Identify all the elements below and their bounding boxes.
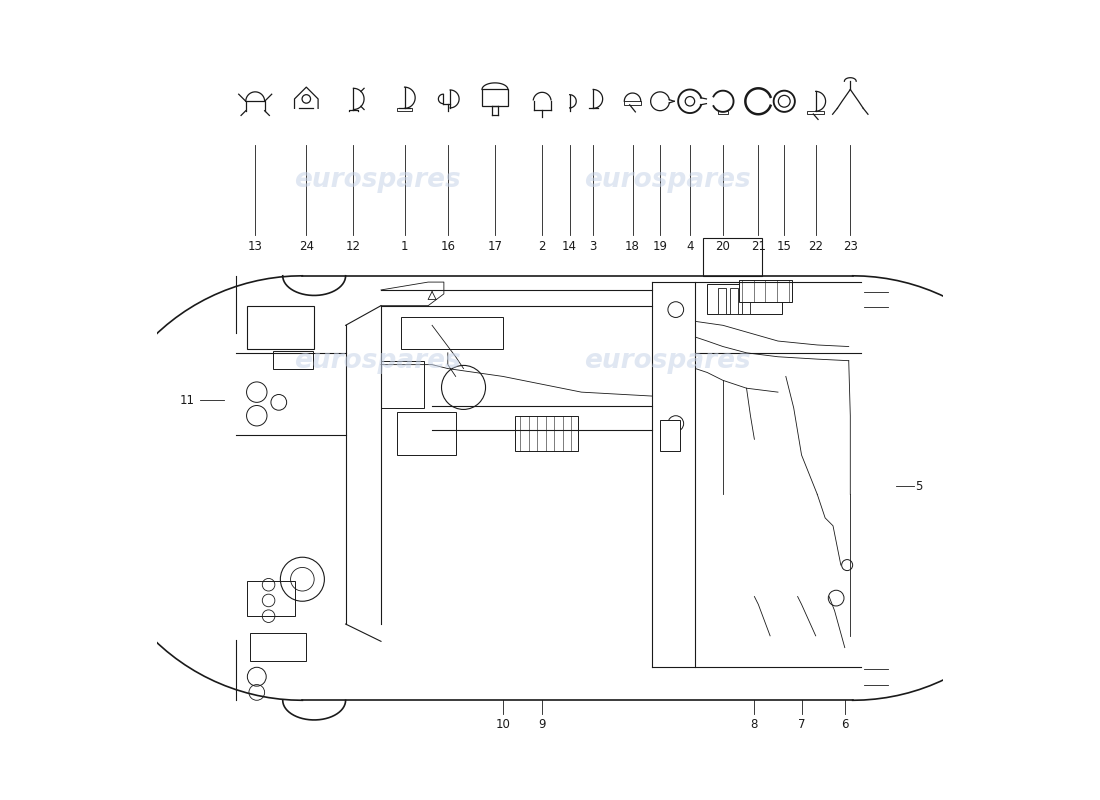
Text: 2: 2 [538, 240, 546, 254]
Bar [660, 420, 680, 451]
Bar [730, 288, 738, 314]
Text: eurospares: eurospares [584, 348, 751, 374]
Text: 23: 23 [843, 240, 858, 254]
Text: eurospares: eurospares [294, 348, 461, 374]
Bar [707, 284, 782, 314]
Text: 20: 20 [715, 240, 730, 254]
Text: 19: 19 [652, 240, 668, 254]
Bar [273, 351, 312, 369]
Text: 11: 11 [179, 394, 195, 406]
Text: 9: 9 [538, 718, 546, 731]
Text: 17: 17 [487, 240, 503, 254]
Text: 22: 22 [808, 240, 823, 254]
Bar [625, 102, 641, 105]
Bar [741, 288, 750, 314]
Text: 13: 13 [248, 240, 263, 254]
Bar [718, 288, 726, 314]
Text: 7: 7 [798, 718, 805, 731]
Bar [482, 90, 508, 106]
Text: 3: 3 [590, 240, 597, 254]
Text: 21: 21 [751, 240, 766, 254]
Text: 4: 4 [686, 240, 694, 254]
Text: 18: 18 [625, 240, 640, 254]
Bar [397, 108, 411, 110]
Bar [248, 306, 315, 349]
Bar [718, 111, 728, 114]
Text: 6: 6 [842, 718, 848, 731]
Bar [739, 280, 792, 302]
Text: eurospares: eurospares [294, 167, 461, 193]
Text: 16: 16 [440, 240, 455, 254]
Bar [515, 416, 578, 451]
Bar [248, 581, 295, 616]
Bar [807, 111, 824, 114]
Text: 12: 12 [346, 240, 361, 254]
Text: 15: 15 [777, 240, 792, 254]
Bar [397, 412, 455, 455]
Bar [250, 634, 306, 661]
Bar [703, 238, 762, 276]
Text: 24: 24 [299, 240, 314, 254]
Text: 8: 8 [750, 718, 758, 731]
Bar [381, 361, 425, 408]
Text: 14: 14 [562, 240, 578, 254]
Bar [400, 318, 503, 349]
Text: 10: 10 [495, 718, 510, 731]
Text: eurospares: eurospares [584, 167, 751, 193]
Text: 5: 5 [915, 480, 923, 493]
Text: 1: 1 [400, 240, 408, 254]
